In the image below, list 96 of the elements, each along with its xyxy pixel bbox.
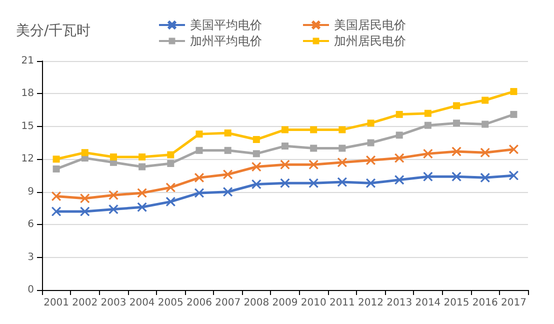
point <box>110 153 117 160</box>
x-tick-label: 2016 <box>472 298 498 308</box>
point <box>308 160 318 170</box>
point <box>424 110 432 117</box>
point <box>282 142 288 150</box>
x-tick-label: 2012 <box>358 298 384 308</box>
point <box>224 129 232 136</box>
point <box>452 146 462 156</box>
point <box>396 132 403 139</box>
legend-label: 美国平均电价 <box>190 18 262 32</box>
x-tick-label: 2009 <box>272 298 298 308</box>
point <box>138 163 146 170</box>
point <box>394 175 404 185</box>
point <box>396 110 403 118</box>
point <box>508 144 518 154</box>
point <box>510 110 518 118</box>
x-tick-label: 2010 <box>300 298 326 308</box>
point <box>423 172 433 182</box>
y-axis-title: 美分/千瓦时 <box>16 23 91 39</box>
y-tick-label: 9 <box>28 186 34 198</box>
point <box>252 162 262 172</box>
x-tick-label: 2003 <box>100 298 126 308</box>
point <box>367 120 374 127</box>
point <box>196 146 203 154</box>
point <box>52 165 60 172</box>
point <box>366 178 376 188</box>
x-tick-label: 2015 <box>444 298 470 308</box>
point <box>108 204 118 214</box>
x-tick-label: 2006 <box>186 298 212 308</box>
point <box>252 179 262 189</box>
point <box>166 182 176 192</box>
point <box>137 188 147 198</box>
x-tick-label: 2004 <box>129 298 155 308</box>
point <box>280 178 290 188</box>
point <box>338 144 346 152</box>
legend-label: 美国居民电价 <box>334 18 406 32</box>
point <box>424 122 432 129</box>
point <box>252 136 260 144</box>
x-tick-label: 2017 <box>500 298 526 308</box>
point <box>137 202 147 212</box>
x-tick-label: 2005 <box>158 298 184 308</box>
y-tick-label: 0 <box>28 284 34 296</box>
point <box>510 88 518 96</box>
point <box>167 160 174 168</box>
y-tick-label: 21 <box>21 56 34 66</box>
x-tick-label: 2002 <box>72 298 98 308</box>
x-tick-label: 2001 <box>44 298 70 308</box>
point <box>453 102 460 110</box>
point <box>52 206 62 216</box>
point <box>482 120 489 128</box>
point <box>308 178 318 188</box>
point <box>282 126 288 134</box>
point <box>194 188 204 198</box>
point <box>280 160 290 170</box>
point <box>337 158 347 168</box>
point <box>480 148 490 158</box>
point <box>167 151 174 158</box>
point <box>223 187 233 197</box>
point <box>223 170 233 180</box>
point <box>81 149 88 156</box>
x-tick-label: 2008 <box>244 298 270 308</box>
point <box>338 126 346 134</box>
x-tick-label: 2011 <box>329 298 355 308</box>
point <box>367 139 374 146</box>
point <box>80 206 90 216</box>
point <box>108 190 118 200</box>
x-tick-label: 2014 <box>415 298 441 308</box>
point <box>310 144 318 152</box>
point <box>310 126 318 134</box>
point <box>194 172 204 182</box>
point <box>366 155 376 165</box>
legend-label: 加州居民电价 <box>334 34 406 48</box>
point <box>423 148 433 158</box>
point <box>453 120 460 127</box>
point <box>52 156 60 163</box>
x-tick-label: 2007 <box>215 298 241 308</box>
point <box>166 196 176 206</box>
point <box>80 194 90 204</box>
y-tick-label: 12 <box>21 154 34 165</box>
point <box>482 96 489 104</box>
y-tick-label: 6 <box>28 219 34 230</box>
point <box>508 170 518 180</box>
y-tick-label: 18 <box>21 88 34 100</box>
point <box>480 172 490 182</box>
point <box>196 130 203 138</box>
point <box>337 177 347 187</box>
point <box>138 153 146 160</box>
y-tick-label: 15 <box>21 120 34 132</box>
point <box>452 172 462 182</box>
point <box>52 191 62 201</box>
x-tick-label: 2013 <box>386 298 412 308</box>
y-tick-label: 3 <box>28 252 34 263</box>
point <box>394 153 404 163</box>
point <box>224 146 232 154</box>
legend-label: 加州平均电价 <box>190 34 262 48</box>
point <box>252 150 260 158</box>
